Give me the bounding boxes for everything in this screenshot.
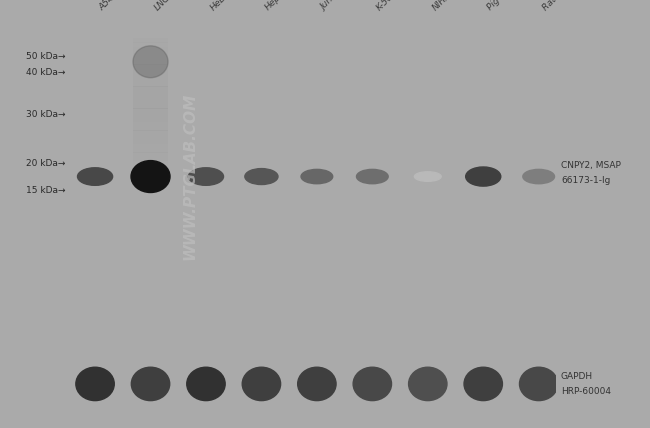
Text: Jurkat: Jurkat bbox=[319, 0, 344, 12]
Text: Pig liver: Pig liver bbox=[486, 0, 517, 12]
Text: 15 kDa→: 15 kDa→ bbox=[26, 187, 66, 196]
Ellipse shape bbox=[519, 367, 558, 401]
Ellipse shape bbox=[188, 168, 224, 185]
Ellipse shape bbox=[245, 169, 278, 184]
Ellipse shape bbox=[298, 367, 336, 401]
Text: 50 kDa→: 50 kDa→ bbox=[26, 53, 66, 62]
Text: NIH/3T3: NIH/3T3 bbox=[430, 0, 462, 12]
Ellipse shape bbox=[301, 169, 333, 184]
Text: GAPDH: GAPDH bbox=[561, 372, 593, 381]
Ellipse shape bbox=[415, 172, 441, 181]
Text: HRP-60004: HRP-60004 bbox=[561, 387, 611, 396]
Text: 66173-1-Ig: 66173-1-Ig bbox=[561, 176, 610, 185]
Ellipse shape bbox=[242, 367, 281, 401]
Text: CNPY2, MSAP: CNPY2, MSAP bbox=[561, 161, 621, 170]
Ellipse shape bbox=[131, 367, 170, 401]
Ellipse shape bbox=[131, 160, 170, 193]
Text: A549: A549 bbox=[98, 0, 120, 12]
Ellipse shape bbox=[356, 169, 388, 184]
Ellipse shape bbox=[187, 367, 225, 401]
Ellipse shape bbox=[465, 167, 500, 186]
Text: 30 kDa→: 30 kDa→ bbox=[26, 110, 66, 119]
Ellipse shape bbox=[76, 367, 114, 401]
Text: HepG2: HepG2 bbox=[264, 0, 292, 12]
Ellipse shape bbox=[77, 168, 112, 185]
Text: LNCaP: LNCaP bbox=[153, 0, 180, 12]
Ellipse shape bbox=[464, 367, 502, 401]
Text: HeLa: HeLa bbox=[209, 0, 231, 12]
Ellipse shape bbox=[409, 367, 447, 401]
Text: Rat liver: Rat liver bbox=[541, 0, 574, 12]
Text: 40 kDa→: 40 kDa→ bbox=[27, 68, 66, 77]
Text: K-562: K-562 bbox=[375, 0, 399, 12]
Text: WWW.PTGLAB.COM: WWW.PTGLAB.COM bbox=[183, 93, 198, 260]
Text: 20 kDa→: 20 kDa→ bbox=[27, 159, 66, 168]
Ellipse shape bbox=[353, 367, 391, 401]
Ellipse shape bbox=[523, 169, 554, 184]
Ellipse shape bbox=[133, 46, 168, 78]
